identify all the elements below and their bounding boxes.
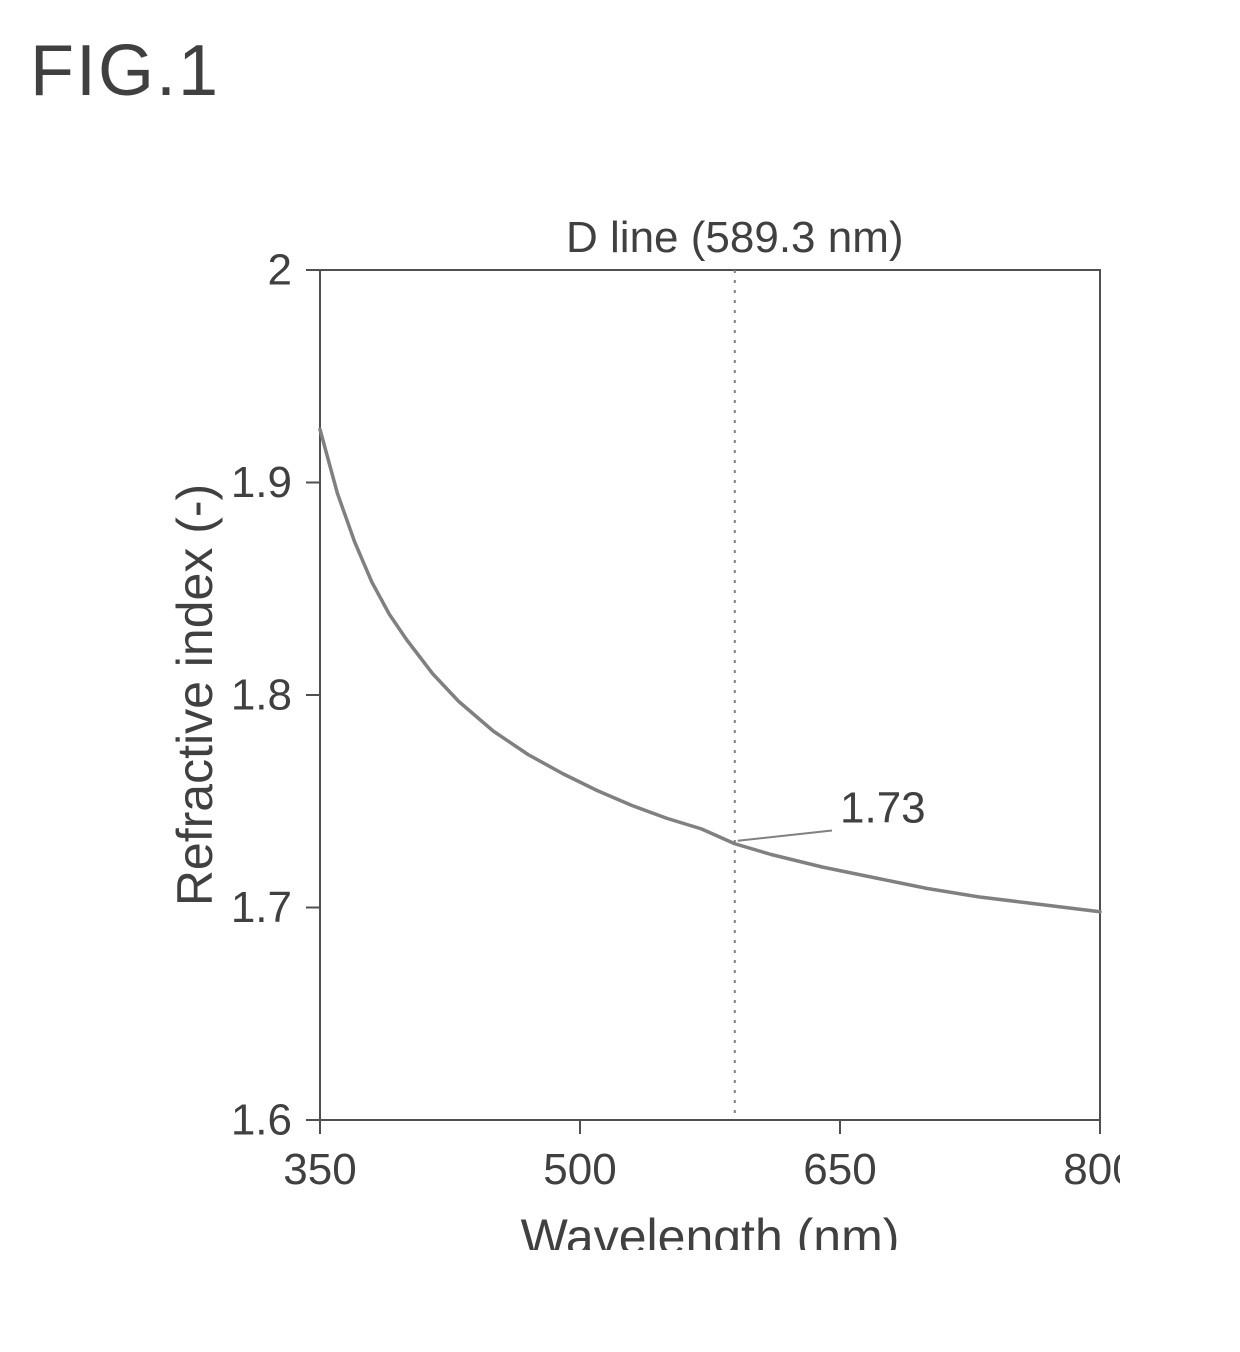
svg-text:D line (589.3 nm): D line (589.3 nm) (566, 213, 903, 262)
svg-text:800: 800 (1063, 1145, 1120, 1194)
page: FIG.1 350 500 650 800 1.6 1.7 1.8 1.9 2 Wavelengt… (0, 0, 1240, 1352)
svg-text:Wavelength (nm): Wavelength (nm) (521, 1209, 900, 1250)
svg-text:Refractive index (-): Refractive index (-) (167, 484, 223, 906)
svg-text:1.6: 1.6 (231, 1096, 292, 1145)
svg-text:1.9: 1.9 (231, 458, 292, 507)
figure-label: FIG.1 (30, 30, 220, 112)
svg-text:1.73: 1.73 (840, 784, 926, 833)
svg-text:1.8: 1.8 (231, 671, 292, 720)
svg-text:1.7: 1.7 (231, 883, 292, 932)
refractive-index-chart: 350 500 650 800 1.6 1.7 1.8 1.9 2 Wavelength (nm)… (120, 200, 1120, 1250)
svg-text:2: 2 (268, 246, 292, 295)
svg-text:650: 650 (803, 1145, 876, 1194)
svg-text:500: 500 (543, 1145, 616, 1194)
svg-text:350: 350 (283, 1145, 356, 1194)
